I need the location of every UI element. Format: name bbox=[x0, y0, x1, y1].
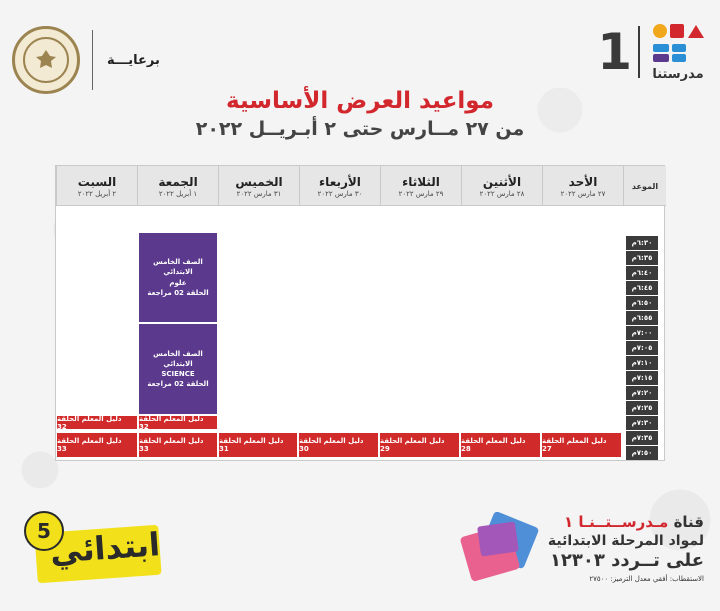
time-slot: ٦:٥٥م bbox=[626, 310, 658, 326]
channel-subject-line: لمواد المرحلة الابتدائية bbox=[547, 533, 704, 549]
time-slot: ٧:٠٠م bbox=[626, 325, 658, 341]
time-slot: ٧:٥٠م bbox=[626, 445, 658, 461]
ministry-seal-logo bbox=[12, 26, 80, 94]
day-header-wednesday: الأربعاء ٣٠ مارس ٢٠٢٢ bbox=[299, 166, 380, 206]
time-slot: ٦:٥٠م bbox=[626, 295, 658, 311]
brand-block: 1 مدرستنا bbox=[597, 22, 706, 82]
channel-info: قناة مـدرســتــنـا ١ لمواد المرحلة الابت… bbox=[544, 513, 704, 583]
schedule-header: الموعد الأحد ٢٧ مارس ٢٠٢٢ الأثنين ٢٨ مار… bbox=[56, 166, 666, 206]
day-header-thursday: الخميس ٣١ مارس ٢٠٢٢ bbox=[218, 166, 299, 206]
time-slot: ٧:١٥م bbox=[626, 370, 658, 386]
lesson-block-friday-science-ar: الصف الخامس الابتدائي علوم الحلقة 02 مرا… bbox=[138, 232, 218, 323]
time-slot: ٧:٣٠م bbox=[626, 415, 658, 431]
guide-block-thursday: دليل المعلم الحلقة 31 bbox=[218, 432, 298, 458]
day-header-sunday: الأحد ٢٧ مارس ٢٠٢٢ bbox=[542, 166, 623, 206]
time-slot: ٧:٠٥م bbox=[626, 340, 658, 356]
time-slot: ٧:٢٥م bbox=[626, 400, 658, 416]
time-slot: ٦:٣٠م bbox=[626, 236, 658, 251]
brand-shapes-icon bbox=[653, 24, 704, 62]
sponsor-label: برعايـــة bbox=[107, 52, 160, 68]
time-slot: ٧:١٠م bbox=[626, 355, 658, 371]
lesson-block-friday-science-en: الصف الخامس الابتدائي SCIENCE الحلقة 02 … bbox=[138, 323, 218, 415]
time-slot: ٧:٢٠م bbox=[626, 385, 658, 401]
time-slots-column: ٦:٣٠م ٦:٣٥م ٦:٤٠م ٦:٤٥م ٦:٥٠م ٦:٥٥م ٧:٠٠… bbox=[626, 236, 658, 461]
brand-number: 1 bbox=[597, 23, 632, 81]
page-title: مواعيد العرض الأساسية bbox=[226, 88, 494, 114]
channel-name-line: قناة مـدرســتــنـا ١ bbox=[563, 513, 704, 531]
time-slot: ٦:٤٥م bbox=[626, 280, 658, 296]
page-subtitle: من ٢٧ مــارس حتى ٢ أبـريــل ٢٠٢٢ bbox=[195, 118, 525, 140]
brand-name: مدرستنا bbox=[652, 67, 704, 82]
brand-logo: مدرستنا bbox=[650, 22, 706, 82]
day-header-saturday: السبت ٢ أبريل ٢٠٢٢ bbox=[56, 166, 137, 206]
time-slot: ٦:٤٠م bbox=[626, 265, 658, 281]
guide-block-saturday: دليل المعلم الحلقة 33 bbox=[56, 432, 138, 458]
guide-block-friday-top: دليل المعلم الحلقة 32 bbox=[138, 415, 218, 431]
brand-divider bbox=[638, 26, 640, 78]
day-header-friday: الجمعة ١ أبريل ٢٠٢٢ bbox=[137, 166, 218, 206]
guide-block-tuesday: دليل المعلم الحلقة 29 bbox=[379, 432, 460, 458]
day-header-tuesday: الثلاثاء ٢٩ مارس ٢٠٢٢ bbox=[380, 166, 461, 206]
primary-grade-badge: ابتدائي 5 bbox=[14, 505, 164, 585]
time-column-header: الموعد bbox=[623, 166, 666, 206]
guide-block-saturday-top: دليل المعلم الحلقة 32 bbox=[56, 415, 138, 431]
sponsor-block: برعايـــة bbox=[12, 26, 160, 94]
badge-grade-number: 5 bbox=[24, 511, 64, 551]
guide-block-monday: دليل المعلم الحلقة 28 bbox=[460, 432, 541, 458]
schedule-grid: الموعد الأحد ٢٧ مارس ٢٠٢٢ الأثنين ٢٨ مار… bbox=[55, 165, 666, 461]
guide-block-friday: دليل المعلم الحلقة 33 bbox=[138, 432, 218, 458]
channel-polarization-line: الاستقطاب: أفقي معدل الترميز: ٢٧٥٠٠ bbox=[589, 575, 704, 583]
badge-text: ابتدائي bbox=[48, 525, 162, 571]
channel-frequency-line: على تــردد ١٢٣٠٣ bbox=[549, 550, 704, 571]
guide-block-sunday: دليل المعلم الحلقة 27 bbox=[541, 432, 622, 458]
time-slot: ٧:٣٥م bbox=[626, 430, 658, 446]
folders-illustration bbox=[460, 512, 539, 582]
day-header-monday: الأثنين ٢٨ مارس ٢٠٢٢ bbox=[461, 166, 542, 206]
sponsor-divider bbox=[92, 30, 93, 90]
guide-block-wednesday: دليل المعلم الحلقة 30 bbox=[298, 432, 379, 458]
time-slot: ٦:٣٥م bbox=[626, 250, 658, 266]
